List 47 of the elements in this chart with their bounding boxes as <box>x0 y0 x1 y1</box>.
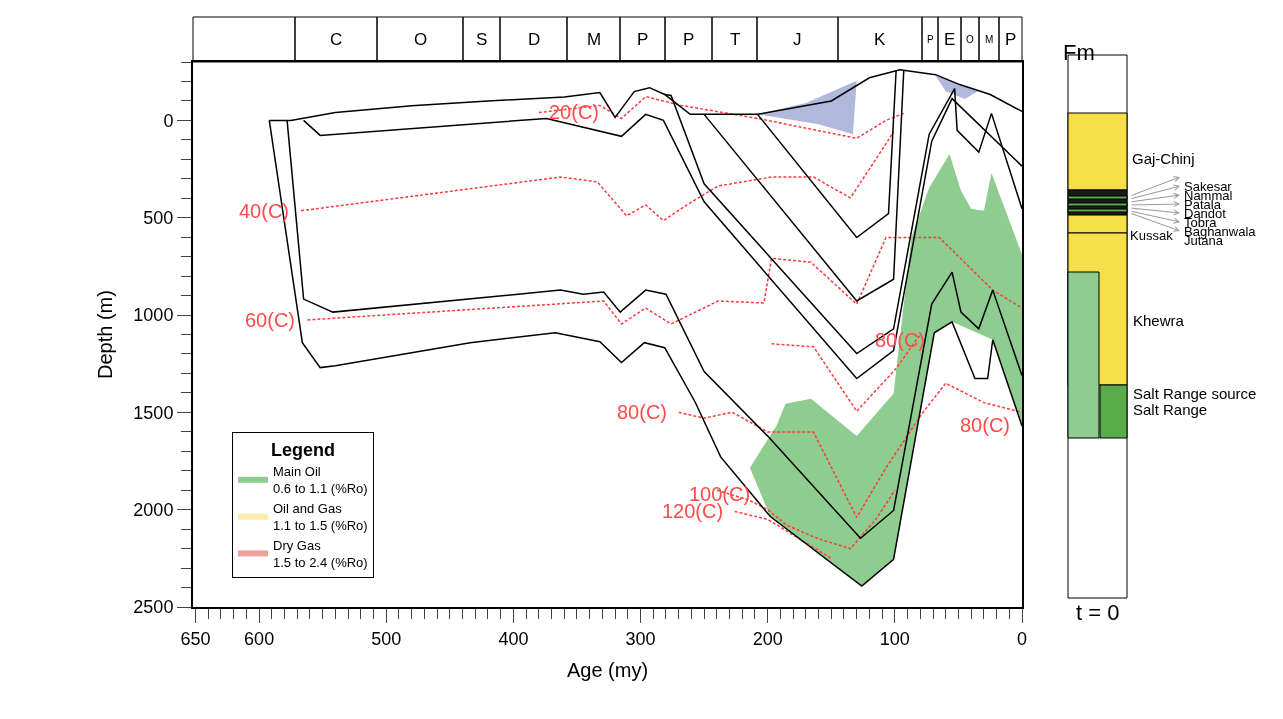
y-tick-label: 500 <box>143 208 174 229</box>
x-tick-label: 100 <box>879 628 910 649</box>
annotation: 80(C) <box>960 414 1011 436</box>
category-label: P <box>927 34 934 45</box>
text: Salt Range source <box>1133 385 1257 402</box>
legend-label: Dry Gas 1.5 to 2.4 (%Ro) <box>273 538 368 570</box>
x-tick-label: 300 <box>625 628 656 649</box>
category-label: O <box>966 34 974 45</box>
text: Khewra <box>1133 312 1185 329</box>
category-label: M <box>587 30 602 49</box>
category-label: T <box>730 30 741 49</box>
annotation: 20(C) <box>549 101 600 123</box>
category-label: E <box>944 30 956 49</box>
category-label: M <box>985 34 994 45</box>
annotation: 120(C) <box>662 500 724 522</box>
x-tick-label: 200 <box>752 628 783 649</box>
x-tick-label: 600 <box>244 628 275 649</box>
text: t = 0 <box>1076 600 1120 625</box>
x-tick-label: 0 <box>1016 628 1028 649</box>
category-label: S <box>476 30 488 49</box>
text: Salt Range <box>1133 401 1208 418</box>
category-label: C <box>330 30 343 49</box>
category-label: P <box>683 30 695 49</box>
x-tick-label: 400 <box>498 628 529 649</box>
x-axis-title: Age (my) <box>566 658 649 681</box>
text: Kussak <box>1130 228 1174 243</box>
category-label: D <box>528 30 541 49</box>
category-label: P <box>637 30 649 49</box>
legend-label: Main Oil 0.6 to 1.1 (%Ro) <box>273 464 368 497</box>
legend-label: Oil and Gas 1.1 to 1.5 (%Ro) <box>273 501 368 534</box>
x-tick-label: 500 <box>371 628 402 649</box>
y-tick-label: 2000 <box>133 499 174 520</box>
category-label: O <box>414 30 428 49</box>
text: Gaj-Chinj <box>1132 150 1195 167</box>
legend-title: Legend <box>270 440 336 461</box>
y-axis-title: Depth (m) <box>94 290 117 379</box>
category-label: J <box>793 30 802 49</box>
text: Fm <box>1063 40 1095 65</box>
y-tick-label: 1500 <box>133 402 174 423</box>
annotation: 60(C) <box>245 309 296 331</box>
y-tick-label: 1000 <box>133 305 174 326</box>
y-tick-label: 2500 <box>133 597 174 618</box>
annotation: 80(C) <box>617 401 668 423</box>
category-label: K <box>874 30 886 49</box>
x-tick-label: 650 <box>180 628 211 649</box>
category-label: P <box>1005 30 1017 49</box>
y-tick-label: 0 <box>163 110 174 131</box>
